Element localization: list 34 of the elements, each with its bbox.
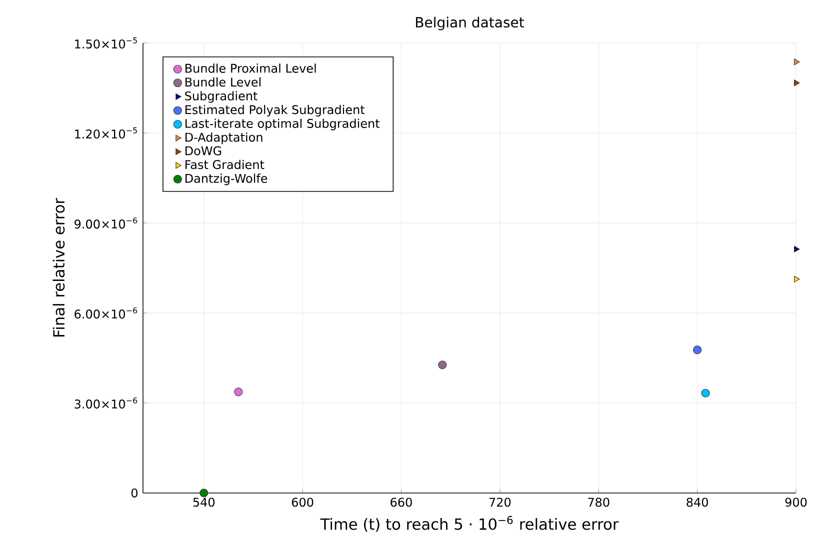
legend-label: DoWG	[185, 146, 222, 156]
x-tick-label: 720	[489, 498, 511, 507]
point	[794, 58, 800, 66]
x-tick-label: 840	[686, 498, 708, 507]
point	[794, 276, 800, 282]
legend-label: Bundle Level	[185, 77, 260, 87]
x-tick-label: 780	[588, 498, 610, 507]
legend-label: Estimated Polyak Subgradient	[185, 104, 365, 117]
x-tick-label: 660	[390, 498, 412, 507]
legend-label: Last-iterate optimal Subgradient	[185, 118, 380, 130]
y-tick-label: 0	[131, 488, 138, 498]
legend-label: Dantzig-Wolfe	[185, 174, 268, 186]
y-tick-label: 1.20×10$^{−5}$	[75, 127, 137, 139]
x-axis-title: Time (t) to reach 5 · 10$^{−6}$ relative error	[320, 516, 619, 532]
y-tick-label: 1.50×10$^{−5}$	[75, 37, 137, 49]
point	[234, 388, 243, 396]
point	[200, 488, 208, 498]
legend-label: Subgradient	[185, 91, 258, 103]
legend-label: Fast Gradient	[185, 160, 264, 170]
x-tick-label: 900	[785, 498, 807, 507]
y-tick-label: 3.00×10$^{−6}$	[74, 397, 138, 409]
y-axis-title: Final relative error	[52, 198, 65, 336]
x-tick-label: 600	[292, 498, 314, 507]
x-tick-label: 540	[193, 498, 215, 507]
legend-label: Bundle Proximal Level	[185, 64, 316, 73]
point	[693, 346, 702, 354]
legend-label: D-Adaptation	[185, 132, 262, 144]
point	[794, 80, 800, 86]
y-tick-label: 9.00×10$^{−6}$	[74, 217, 138, 229]
point	[794, 246, 800, 252]
chart-title: Belgian dataset	[416, 16, 524, 30]
point	[438, 360, 447, 370]
y-tick-label: 6.00×10$^{−6}$	[74, 307, 138, 319]
point	[701, 388, 710, 398]
